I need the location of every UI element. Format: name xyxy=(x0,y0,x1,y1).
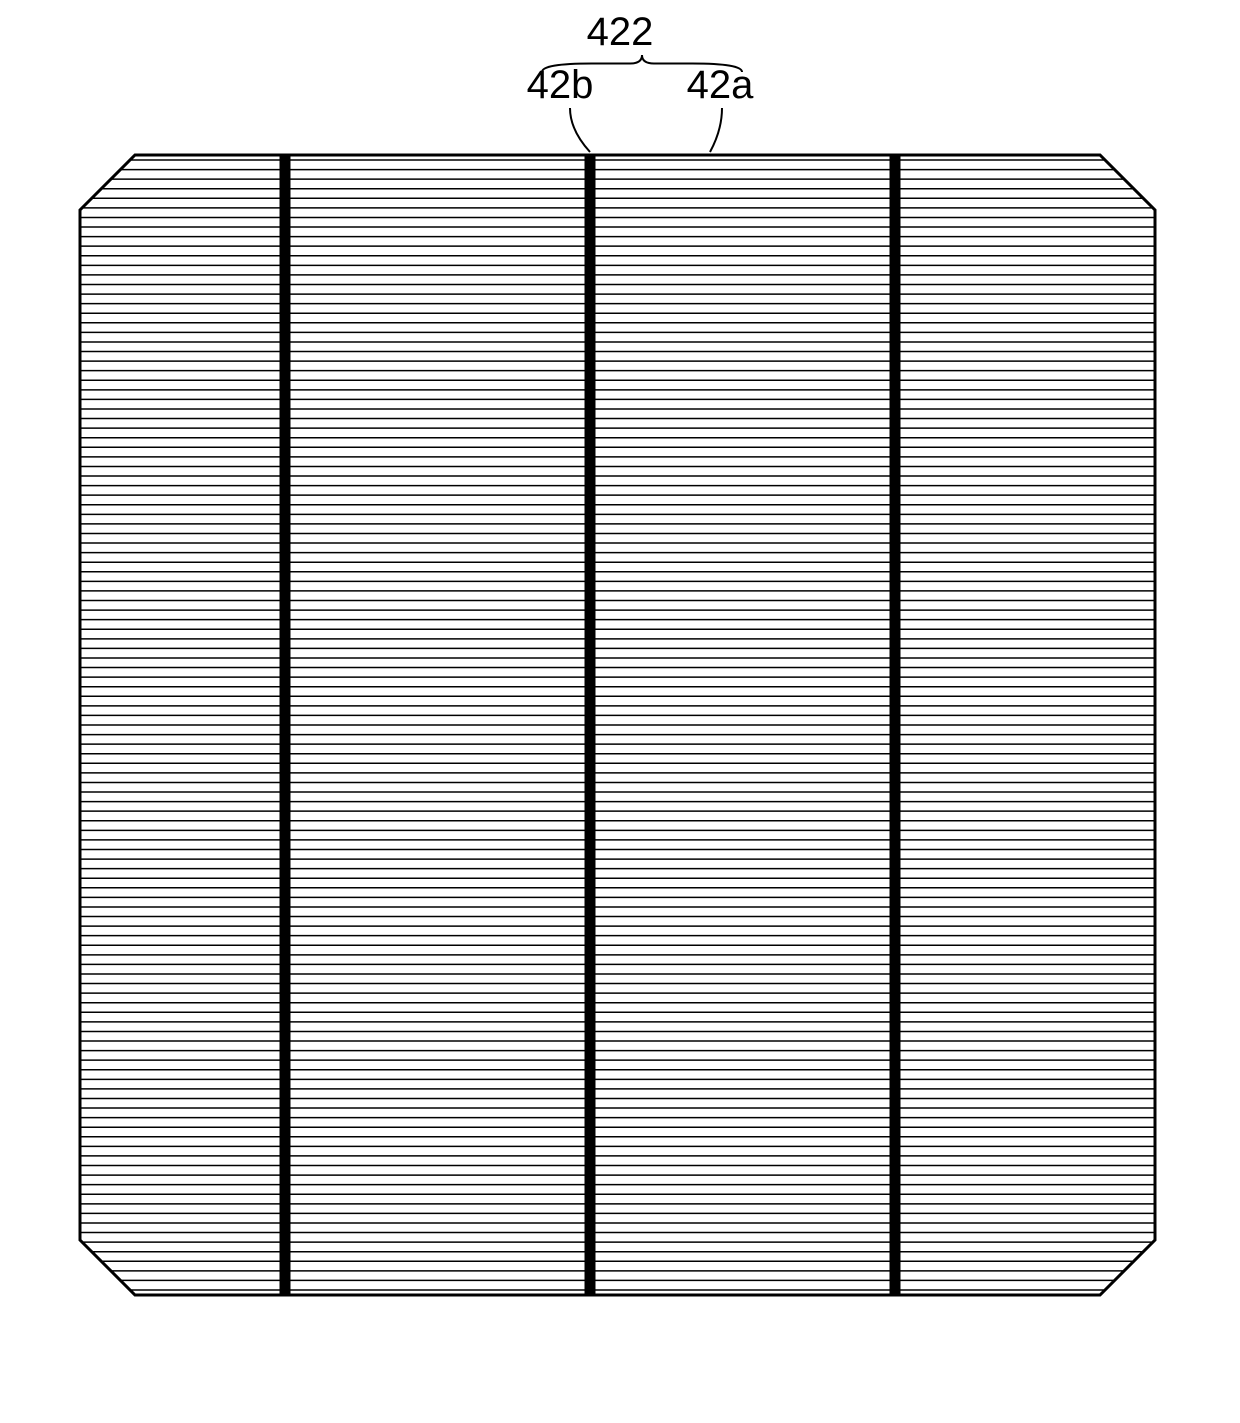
busbar xyxy=(280,155,291,1295)
leader-line-42b xyxy=(570,108,590,152)
busbar xyxy=(585,155,596,1295)
solar-cell-diagram: 422 42b 42a xyxy=(0,0,1240,1423)
label-42b: 42b xyxy=(527,63,594,107)
label-42a: 42a xyxy=(687,63,754,107)
leader-line-42a xyxy=(710,108,722,152)
busbar xyxy=(890,155,901,1295)
label-group-422: 422 xyxy=(587,10,654,54)
solar-cell-wafer xyxy=(80,155,1155,1295)
